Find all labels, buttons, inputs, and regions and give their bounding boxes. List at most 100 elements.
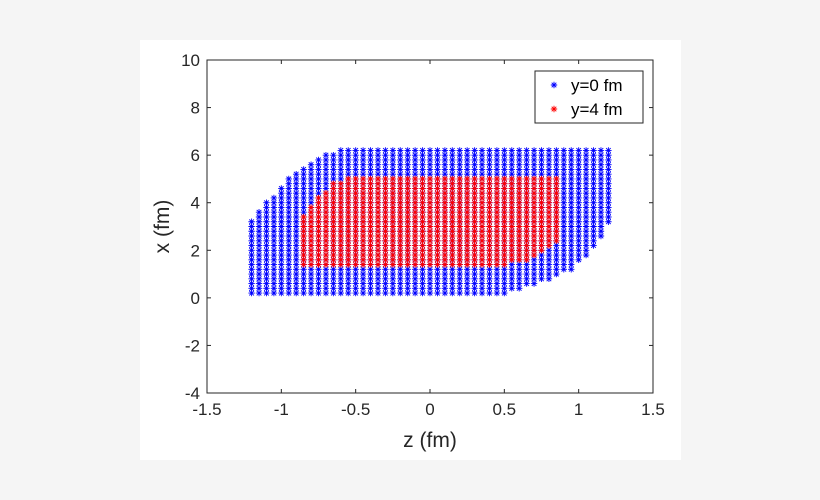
data-point: [337, 194, 345, 202]
data-point: [605, 218, 612, 225]
data-point: [501, 204, 508, 211]
data-point: [590, 161, 597, 168]
data-point: [441, 204, 449, 211]
data-point: [501, 209, 508, 216]
data-point: [352, 251, 359, 259]
data-point: [248, 223, 255, 230]
data-point: [471, 289, 478, 297]
data-point: [501, 275, 508, 283]
data-point: [300, 180, 307, 187]
data-point: [389, 166, 397, 173]
data-point: [419, 189, 426, 197]
data-point: [345, 232, 352, 240]
data-point: [270, 256, 278, 264]
data-point: [486, 175, 493, 183]
data-point: [493, 161, 501, 168]
data-point: [315, 228, 322, 235]
data-point: [352, 266, 359, 273]
data-point: [322, 175, 330, 183]
data-point: [270, 266, 278, 273]
data-point: [501, 156, 508, 164]
data-point: [352, 147, 359, 154]
data-point: [486, 213, 493, 221]
data-point: [501, 228, 508, 235]
data-point: [278, 261, 285, 268]
data-point: [404, 232, 411, 240]
data-point: [493, 189, 501, 197]
data-point: [359, 170, 367, 178]
data-point: [471, 251, 478, 259]
data-point: [449, 166, 456, 173]
data-point: [456, 189, 463, 197]
data-point: [307, 275, 315, 283]
data-point: [352, 180, 359, 187]
data-point: [270, 209, 278, 216]
data-point: [404, 251, 411, 259]
data-point: [582, 199, 590, 206]
data-point: [449, 180, 456, 187]
data-point: [337, 213, 345, 221]
data-point: [285, 247, 292, 254]
data-point: [322, 275, 330, 283]
data-point: [501, 247, 508, 254]
data-point: [560, 242, 567, 249]
data-point: [538, 223, 545, 230]
data-point: [493, 266, 501, 273]
data-point: [404, 266, 411, 273]
data-point: [382, 270, 389, 278]
data-point: [322, 170, 330, 178]
data-point: [389, 228, 397, 235]
data-point: [501, 251, 508, 259]
data-point: [441, 289, 449, 297]
data-point: [411, 194, 419, 202]
data-point: [501, 270, 508, 278]
data-point: [315, 289, 322, 297]
data-point: [568, 228, 575, 235]
data-point: [345, 213, 352, 221]
data-point: [456, 285, 463, 292]
data-point: [359, 285, 367, 292]
data-point: [352, 289, 359, 297]
data-point: [404, 194, 411, 202]
data-point: [255, 275, 263, 283]
data-point: [493, 147, 501, 154]
data-point: [367, 280, 374, 287]
data-point: [449, 270, 456, 278]
data-point: [337, 185, 345, 192]
data-point: [322, 237, 330, 244]
data-point: [456, 156, 463, 164]
data-point: [411, 218, 419, 225]
data-point: [538, 256, 545, 264]
data-point: [359, 247, 367, 254]
data-point: [463, 237, 471, 244]
data-point: [263, 209, 270, 216]
data-point: [411, 156, 419, 164]
data-point: [270, 213, 278, 221]
data-point: [597, 228, 605, 235]
data-point: [478, 237, 486, 244]
data-point: [486, 185, 493, 192]
data-point: [582, 147, 590, 154]
data-point: [352, 228, 359, 235]
data-point: [367, 189, 374, 197]
data-point: [545, 156, 553, 164]
data-point: [449, 280, 456, 287]
data-point: [255, 218, 263, 225]
data-point: [605, 151, 612, 159]
data-point: [493, 251, 501, 259]
data-point: [367, 180, 374, 187]
data-point: [597, 194, 605, 202]
data-point: [575, 151, 582, 159]
data-point: [456, 228, 463, 235]
data-point: [441, 237, 449, 244]
data-point: [307, 166, 315, 173]
data-point: [315, 194, 322, 202]
data-point: [307, 209, 315, 216]
data-point: [330, 275, 337, 283]
data-point: [248, 285, 255, 292]
data-point: [501, 218, 508, 225]
data-point: [389, 147, 397, 154]
data-point: [330, 228, 337, 235]
data-point: [255, 280, 263, 287]
data-point: [560, 261, 567, 268]
